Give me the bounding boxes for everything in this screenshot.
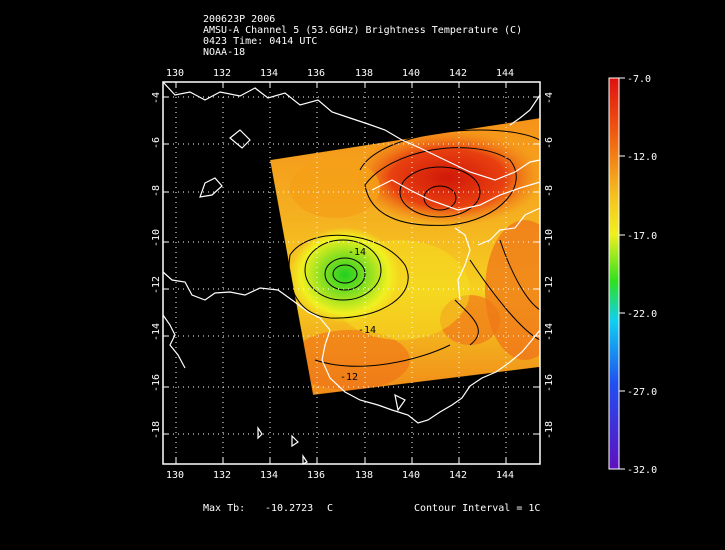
lon-label-bottom: 130 — [166, 470, 185, 481]
map-frame — [162, 81, 541, 465]
tick-marks — [163, 82, 540, 464]
storm-id: 200623P 2006 — [203, 14, 276, 25]
lon-label-top: 140 — [402, 68, 421, 79]
lon-label-top: 130 — [166, 68, 185, 79]
product-title: AMSU-A Channel 5 (53.6GHz) Brightness Te… — [203, 25, 523, 36]
contour-label: -12 — [340, 372, 358, 383]
coastlines — [162, 81, 541, 465]
graticule — [163, 82, 540, 464]
lon-label-bottom: 136 — [307, 470, 326, 481]
lon-label-top: 134 — [260, 68, 279, 79]
lon-label-bottom: 144 — [496, 470, 515, 481]
contour-interval: Contour Interval = 1C — [414, 503, 541, 514]
max-tb-label: Max Tb: — [203, 503, 246, 514]
contour-label: -14 — [348, 247, 366, 258]
max-tb-unit: C — [327, 503, 334, 514]
lon-label-bottom: 132 — [213, 470, 232, 481]
time-text: 0423 Time: 0414 UTC — [203, 36, 318, 47]
lon-label-top: 144 — [496, 68, 515, 79]
contour-label-group: -14 -14 -12 — [340, 247, 376, 383]
lon-label-bottom: 142 — [449, 470, 468, 481]
lon-label-bottom: 140 — [402, 470, 421, 481]
satellite-name: NOAA-18 — [203, 47, 246, 58]
lon-label-top: 142 — [449, 68, 468, 79]
lon-label-bottom: 134 — [260, 470, 279, 481]
lon-label-top: 136 — [307, 68, 326, 79]
contour-label: -14 — [358, 325, 376, 336]
lon-label-top: 138 — [355, 68, 374, 79]
max-tb-value: -10.2723 — [265, 503, 314, 514]
lon-label-top: 132 — [213, 68, 232, 79]
lon-label-bottom: 138 — [355, 470, 374, 481]
